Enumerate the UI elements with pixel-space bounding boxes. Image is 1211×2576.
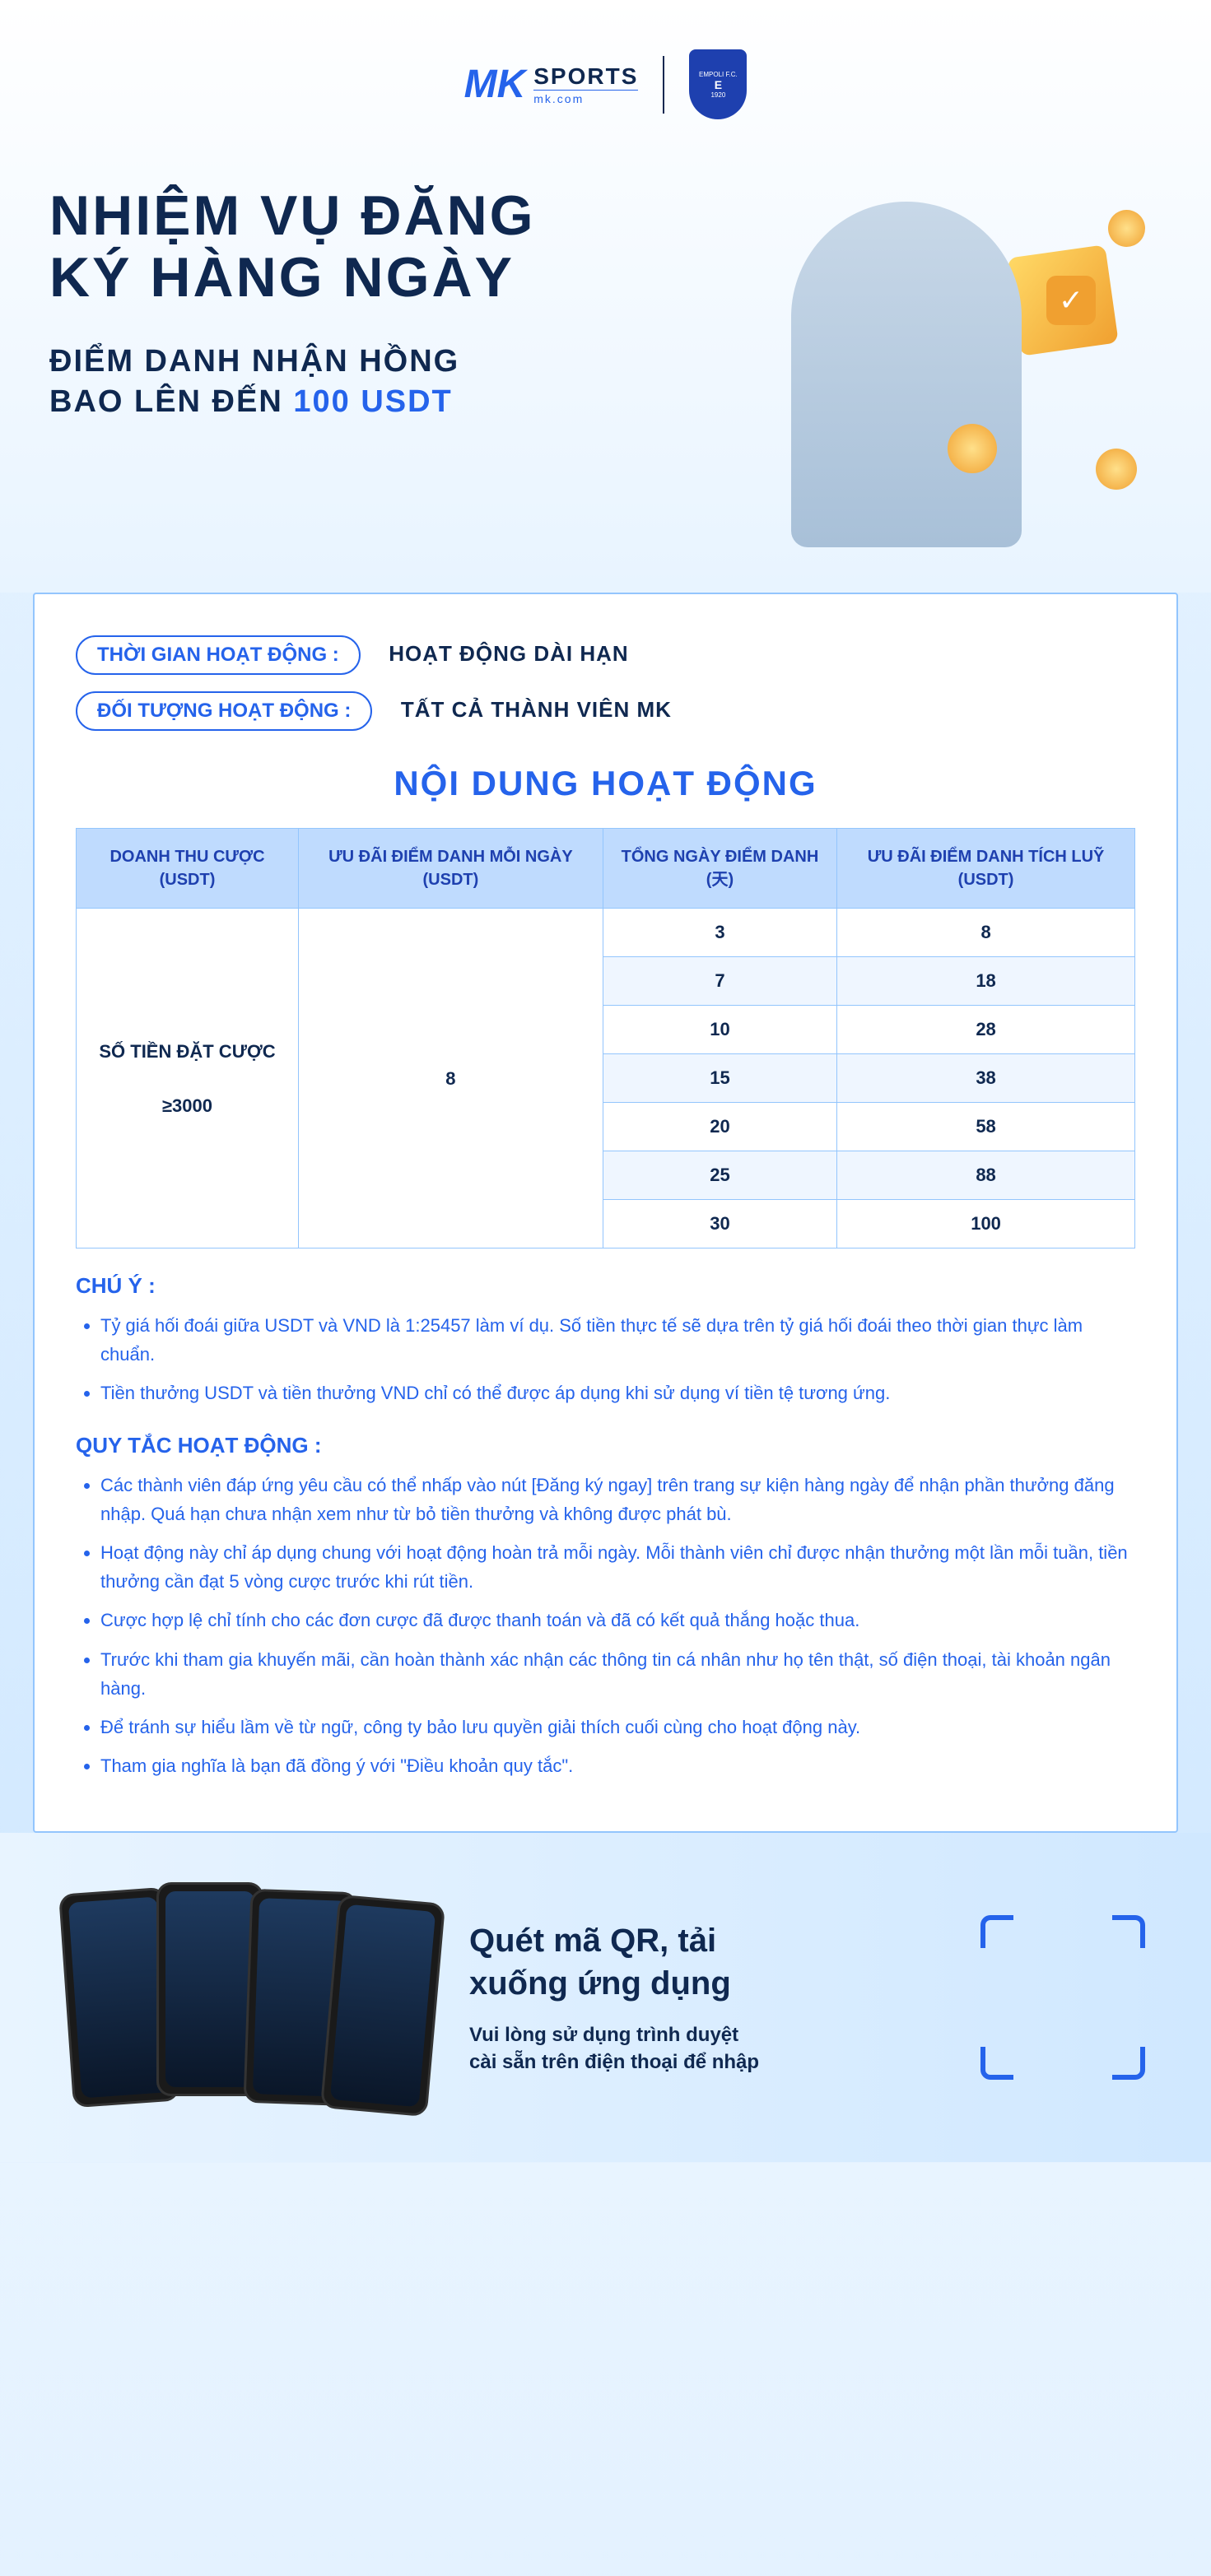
- table-header-col3: TỔNG NGÀY ĐIỂM DANH (天): [603, 829, 836, 909]
- target-label: ĐỐI TƯỢNG HOẠT ĐỘNG :: [76, 691, 372, 731]
- qr-corner-icon: [980, 1915, 1013, 1948]
- partner-badge: EMPOLI F.C. E 1920: [689, 49, 747, 119]
- footer-subtitle-line1: Vui lòng sử dụng trình duyệt: [469, 2024, 738, 2046]
- hero-subtitle-highlight: 100 USDT: [293, 384, 452, 419]
- table-header-col1: DOANH THU CƯỢC (USDT): [77, 829, 299, 909]
- qr-corner-icon: [1112, 2047, 1145, 2080]
- cell-bonus: 100: [837, 1200, 1135, 1248]
- cell-bonus: 88: [837, 1151, 1135, 1200]
- coin-icon: [1108, 210, 1145, 247]
- coin-icon: [1096, 449, 1137, 490]
- hero-subtitle-line2-prefix: BAO LÊN ĐẾN: [49, 384, 293, 419]
- brand-logo: MK SPORTS mk.com: [464, 62, 639, 107]
- cell-bonus: 8: [837, 909, 1135, 957]
- footer-title-line2: xuống ứng dụng: [469, 1965, 731, 2002]
- hero-illustration: ✓: [750, 185, 1162, 556]
- footer-title-line1: Quét mã QR, tải: [469, 1923, 716, 1959]
- table-header-col4: ƯU ĐÃI ĐIỂM DANH TÍCH LUỸ (USDT): [837, 829, 1135, 909]
- cell-bet-amount: SỐ TIỀN ĐẶT CƯỢC ≥3000: [77, 909, 299, 1248]
- logo-area: MK SPORTS mk.com EMPOLI F.C. E 1920: [49, 33, 1162, 152]
- section-title: NỘI DUNG HOẠT ĐỘNG: [76, 764, 1135, 803]
- cell-bonus: 58: [837, 1103, 1135, 1151]
- badge-year: 1920: [710, 91, 725, 99]
- list-item: Hoạt động này chỉ áp dụng chung với hoạt…: [100, 1538, 1135, 1596]
- cell-days: 25: [603, 1151, 836, 1200]
- table-header-col2: ƯU ĐÃI ĐIỂM DANH MỖI NGÀY (USDT): [298, 829, 603, 909]
- app-preview: [66, 1882, 436, 2113]
- cell-days: 20: [603, 1103, 836, 1151]
- cell-daily-bonus: 8: [298, 909, 603, 1248]
- qr-corner-icon: [980, 2047, 1013, 2080]
- qr-corner-icon: [1112, 1915, 1145, 1948]
- list-item: Để tránh sự hiểu lầm về từ ngữ, công ty …: [100, 1713, 1135, 1741]
- rules-list: Các thành viên đáp ứng yêu cầu có thể nh…: [76, 1471, 1135, 1781]
- list-item: Tiền thưởng USDT và tiền thưởng VND chỉ …: [100, 1379, 1135, 1407]
- target-value: TẤT CẢ THÀNH VIÊN MK: [401, 697, 672, 723]
- logo-mark: MK: [464, 62, 526, 107]
- info-row-time: THỜI GIAN HOẠT ĐỘNG : HOẠT ĐỘNG DÀI HẠN: [76, 635, 1135, 675]
- list-item: Tham gia nghĩa là bạn đã đồng ý với "Điề…: [100, 1751, 1135, 1780]
- footer-subtitle-line2: cài sẵn trên điện thoại để nhập: [469, 2051, 759, 2073]
- footer-section: Quét mã QR, tải xuống ứng dụng Vui lòng …: [0, 1833, 1211, 2162]
- time-value: HOẠT ĐỘNG DÀI HẠN: [389, 641, 628, 667]
- cell-days: 7: [603, 957, 836, 1006]
- cell-days: 15: [603, 1054, 836, 1103]
- phone-mockup-4: [320, 1895, 445, 2117]
- logo-divider: [663, 56, 664, 114]
- badge-letter: E: [715, 78, 722, 91]
- attention-heading: CHÚ Ý :: [76, 1273, 1135, 1299]
- cell-days: 30: [603, 1200, 836, 1248]
- list-item: Cược hợp lệ chỉ tính cho các đơn cược đã…: [100, 1606, 1135, 1634]
- cell-bonus: 38: [837, 1054, 1135, 1103]
- qr-placeholder: [980, 1915, 1145, 2080]
- cell-bonus: 28: [837, 1006, 1135, 1054]
- hero-subtitle-line1: ĐIỂM DANH NHẬN HỒNG: [49, 344, 459, 379]
- hero-content: NHIỆM VỤ ĐĂNG KÝ HÀNG NGÀY ĐIỂM DANH NHẬ…: [49, 152, 1162, 556]
- cell-days: 3: [603, 909, 836, 957]
- footer-text: Quét mã QR, tải xuống ứng dụng Vui lòng …: [436, 1919, 980, 2076]
- badge-top-text: EMPOLI F.C.: [699, 71, 738, 78]
- list-item: Các thành viên đáp ứng yêu cầu có thể nh…: [100, 1471, 1135, 1528]
- list-item: Trước khi tham gia khuyến mãi, cần hoàn …: [100, 1645, 1135, 1703]
- logo-domain: mk.com: [533, 90, 638, 105]
- hero-title-line2: KÝ HÀNG NGÀY: [49, 247, 750, 309]
- hero-title-line1: NHIỆM VỤ ĐĂNG: [49, 185, 750, 247]
- coin-icon: [948, 424, 997, 473]
- table-row: SỐ TIỀN ĐẶT CƯỢC ≥3000 8 3 8: [77, 909, 1135, 957]
- cell-bonus: 18: [837, 957, 1135, 1006]
- rules-heading: QUY TẮC HOẠT ĐỘNG :: [76, 1433, 1135, 1458]
- time-label: THỜI GIAN HOẠT ĐỘNG :: [76, 635, 361, 675]
- hero-text: NHIỆM VỤ ĐĂNG KÝ HÀNG NGÀY ĐIỂM DANH NHẬ…: [49, 185, 750, 422]
- info-row-target: ĐỐI TƯỢNG HOẠT ĐỘNG : TẤT CẢ THÀNH VIÊN …: [76, 691, 1135, 731]
- attention-list: Tỷ giá hối đoái giữa USDT và VND là 1:25…: [76, 1311, 1135, 1408]
- promo-table: DOANH THU CƯỢC (USDT) ƯU ĐÃI ĐIỂM DANH M…: [76, 828, 1135, 1248]
- list-item: Tỷ giá hối đoái giữa USDT và VND là 1:25…: [100, 1311, 1135, 1369]
- checkmark-icon: ✓: [1046, 276, 1096, 325]
- main-content-card: THỜI GIAN HOẠT ĐỘNG : HOẠT ĐỘNG DÀI HẠN …: [33, 593, 1178, 1833]
- logo-text: SPORTS: [533, 63, 638, 90]
- hero-section: MK SPORTS mk.com EMPOLI F.C. E 1920 NHIỆ…: [0, 0, 1211, 593]
- cell-days: 10: [603, 1006, 836, 1054]
- model-image: [791, 202, 1022, 547]
